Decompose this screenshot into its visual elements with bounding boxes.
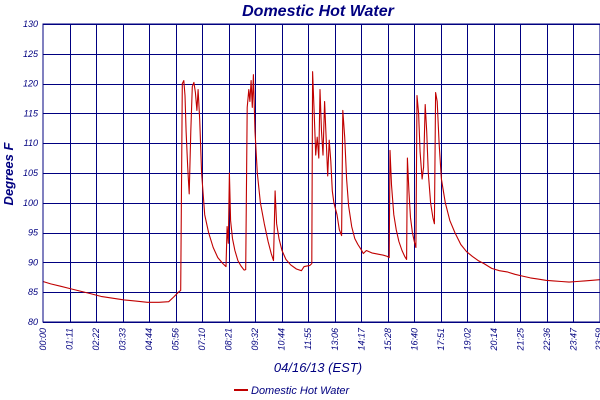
y-tick-label: 95 xyxy=(28,228,39,238)
chart-title: Domestic Hot Water xyxy=(242,3,395,20)
x-tick-label: 11:55 xyxy=(303,327,313,350)
y-tick-label: 115 xyxy=(24,108,39,118)
legend: Domestic Hot Water xyxy=(234,385,351,397)
x-tick-label: 10:44 xyxy=(277,328,287,351)
x-tick-label: 14:17 xyxy=(356,327,366,351)
x-tick-label: 05:56 xyxy=(171,328,181,351)
x-axis-label: 04/16/13 (EST) xyxy=(274,360,362,375)
x-tick-label: 02:22 xyxy=(91,328,101,351)
x-axis-ticks: 00:00 01:11 02:22 03:33 04:44 05:56 07:10 08:21… xyxy=(38,327,600,352)
x-tick-label: 21:25 xyxy=(515,327,525,352)
x-tick-label: 23:47 xyxy=(568,327,578,352)
y-tick-label: 130 xyxy=(23,19,38,29)
x-tick-label: 13:06 xyxy=(330,328,340,351)
x-tick-label: 07:10 xyxy=(197,328,207,351)
x-tick-label: 19:02 xyxy=(462,328,472,351)
y-tick-label: 90 xyxy=(28,257,38,267)
y-tick-label: 100 xyxy=(23,198,38,208)
y-tick-label: 80 xyxy=(28,317,38,327)
y-axis-ticks: 80 85 90 95 100 105 110 115 120 125 130 xyxy=(23,19,39,327)
x-tick-label: 04:44 xyxy=(144,328,154,351)
y-tick-label: 125 xyxy=(23,49,39,59)
x-tick-label: 15:28 xyxy=(383,328,393,351)
series-layer xyxy=(42,71,600,303)
y-tick-label: 105 xyxy=(23,168,39,178)
x-tick-label: 22:36 xyxy=(542,328,552,352)
x-tick-label: 01:11 xyxy=(65,328,75,350)
y-axis-label: Degrees F xyxy=(1,142,16,206)
x-tick-label: 23:59 xyxy=(594,328,600,352)
series-line xyxy=(42,71,600,303)
x-tick-label: 09:32 xyxy=(250,328,260,351)
x-tick-label: 20:14 xyxy=(489,328,499,352)
plot-frame xyxy=(42,23,600,323)
x-tick-label: 17:51 xyxy=(436,328,446,351)
x-tick-label: 16:40 xyxy=(409,328,419,351)
y-tick-label: 110 xyxy=(24,138,38,148)
x-tick-label: 08:21 xyxy=(224,328,234,351)
y-tick-label: 85 xyxy=(28,287,39,297)
legend-label: Domestic Hot Water xyxy=(251,385,351,397)
x-tick-label: 03:33 xyxy=(118,328,128,351)
x-tick-label: 00:00 xyxy=(38,328,48,351)
y-tick-label: 120 xyxy=(23,79,38,89)
